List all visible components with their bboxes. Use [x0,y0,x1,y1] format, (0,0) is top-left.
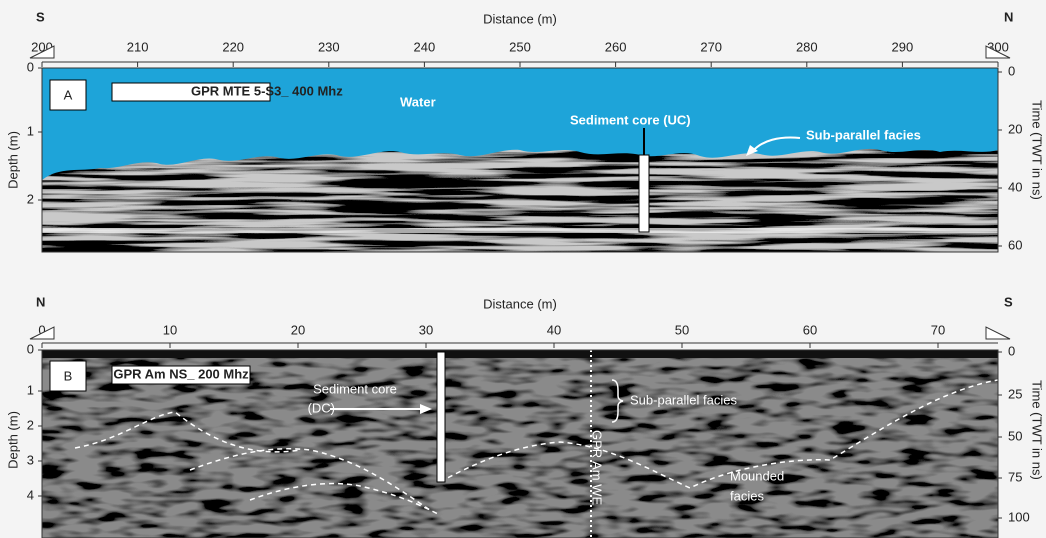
y2-tick-label: 25 [1008,386,1022,401]
x-tick-label: 70 [931,322,945,337]
end-wedge [985,45,1011,59]
panel-label-box [49,360,87,392]
panel-label-box [49,79,87,111]
left-end: S [36,9,45,24]
left-end: N [36,294,45,309]
y2-tick-label: 0 [1008,343,1015,358]
x-tick-label: 60 [803,322,817,337]
title-box [111,365,251,385]
dashed-curve [74,411,301,453]
x-tick-label: 240 [414,39,436,54]
plot-frame [41,349,999,538]
arrowhead [746,145,758,156]
y-tick-label: 0 [27,59,34,74]
y-tick-label: 0 [27,341,34,356]
y-tick-label: 1 [27,382,34,397]
y2-axis-title: Time (TWT in ns) [1030,100,1045,200]
y-tick-label: 1 [27,123,34,138]
annotation: (DC) [308,400,335,415]
arrowhead [420,404,432,414]
sediment-core [436,351,446,483]
annotation: Mounded [730,468,784,483]
y-tick-label: 3 [27,452,34,467]
y2-tick-label: 75 [1008,469,1022,484]
y2-axis-title: Time (TWT in ns) [1030,380,1045,480]
surface-reflector [42,350,998,358]
title-box [111,82,271,102]
y2-tick-label: 40 [1008,179,1022,194]
y2-tick-label: 100 [1008,509,1030,524]
right-end: N [1004,9,1013,24]
y-tick-label: 2 [27,191,34,206]
panel-label: B [64,368,73,383]
end-wedge [29,45,55,59]
x-tick-label: 30 [419,322,433,337]
y-tick-label: 2 [27,417,34,432]
right-end: S [1004,294,1013,309]
annotation: Sub-parallel facies [630,392,737,407]
x-tick-label: 10 [163,322,177,337]
reflector [42,228,998,233]
annotation: Sub-parallel facies [806,127,921,142]
x-tick-label: 280 [796,39,818,54]
y-axis-title: Depth (m) [5,411,20,469]
panel-label: A [64,87,73,102]
annotation: GPR Am WE [590,430,605,505]
x-tick-label: 40 [547,322,561,337]
x-tick-label: 210 [127,39,149,54]
x-axis-title: Distance (m) [483,296,557,311]
y2-tick-label: 20 [1008,121,1022,136]
x-tick-label: 50 [675,322,689,337]
x-tick-label: 220 [222,39,244,54]
annotation: Water [400,94,436,109]
x-tick-label: 270 [700,39,722,54]
y-axis-title: Depth (m) [5,131,20,189]
y2-tick-label: 60 [1008,237,1022,252]
sediment-core [638,154,650,233]
end-wedge [985,326,1011,340]
x-axis-title: Distance (m) [483,11,557,26]
x-tick-label: 230 [318,39,340,54]
x-tick-label: 250 [509,39,531,54]
plot-frame [41,67,999,253]
annotation: facies [730,488,764,503]
facies-outlines [74,379,999,516]
annotation: Sediment core [313,381,397,396]
dashed-curve [249,482,441,516]
panel-title: GPR MTE 5-S3_ 400 Mhz [191,83,343,98]
x-tick-label: 0 [38,322,45,337]
panel-title: GPR Am NS_ 200 Mhz [113,366,249,381]
x-tick-label: 20 [291,322,305,337]
x-tick-label: 290 [892,39,914,54]
dashed-curve [189,447,431,511]
y2-tick-label: 0 [1008,63,1015,78]
x-tick-label: 260 [605,39,627,54]
dashed-curve [439,379,999,489]
y-tick-label: 4 [27,487,34,502]
annotation: Sediment core (UC) [570,112,691,127]
end-wedge [29,326,55,340]
water [42,68,998,180]
brace [611,379,624,423]
y2-tick-label: 50 [1008,428,1022,443]
